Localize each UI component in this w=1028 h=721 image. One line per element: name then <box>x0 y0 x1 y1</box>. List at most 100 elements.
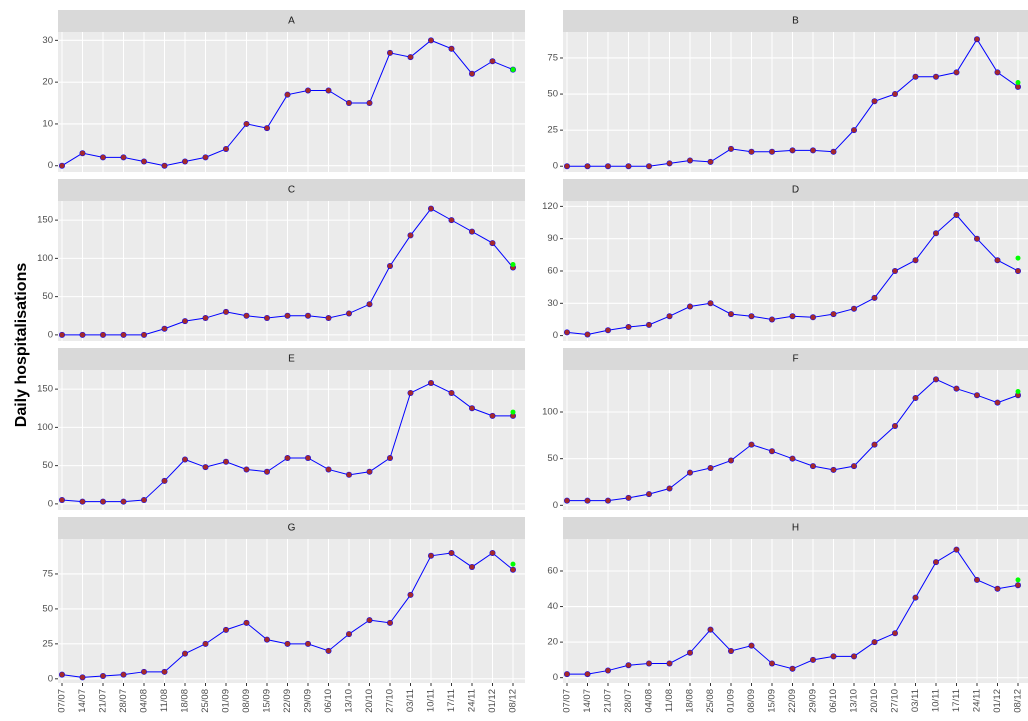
point <box>872 98 877 104</box>
point <box>605 668 611 674</box>
x-tick-label: 01/12 <box>992 689 1003 713</box>
x-tick-label: 03/11 <box>910 689 921 712</box>
y-tick-label: 0 <box>48 498 53 509</box>
point <box>687 304 693 310</box>
panel-background <box>58 539 525 683</box>
x-tick-label: 04/08 <box>644 689 655 713</box>
y-tick-label: 0 <box>553 500 558 511</box>
point <box>264 469 270 475</box>
point <box>428 37 434 43</box>
point <box>954 69 959 75</box>
point <box>162 163 167 169</box>
x-tick-label: 17/11 <box>446 689 457 712</box>
x-tick-label: 10/11 <box>426 689 437 712</box>
y-tick-label: 90 <box>547 233 558 244</box>
point <box>346 472 352 478</box>
point <box>121 332 126 338</box>
point <box>469 71 475 77</box>
point <box>708 300 713 306</box>
point <box>490 58 495 64</box>
point <box>851 463 857 469</box>
point <box>203 464 208 470</box>
point <box>408 390 413 396</box>
point <box>769 448 775 454</box>
point <box>564 329 570 335</box>
point <box>80 674 85 680</box>
point <box>872 639 877 645</box>
point <box>387 263 393 269</box>
x-tick-label: 06/10 <box>828 689 839 713</box>
point <box>1015 577 1021 583</box>
y-tick-label: 50 <box>42 291 53 302</box>
x-tick-label: 13/10 <box>849 689 860 713</box>
point <box>203 154 208 160</box>
point <box>954 547 959 553</box>
point <box>428 206 434 212</box>
point <box>367 617 372 623</box>
point <box>626 495 631 501</box>
point <box>408 54 413 60</box>
point <box>790 313 795 319</box>
point <box>913 595 918 601</box>
point <box>728 648 734 654</box>
y-tick-label: 50 <box>547 453 558 464</box>
point <box>626 662 631 668</box>
point <box>872 295 877 301</box>
x-tick-label: 07/07 <box>562 689 573 713</box>
point <box>162 478 167 484</box>
point <box>367 301 372 307</box>
point <box>264 125 270 131</box>
x-tick-label: 10/11 <box>931 689 942 712</box>
point <box>141 497 147 503</box>
point <box>510 409 516 415</box>
point <box>449 390 454 396</box>
point <box>326 466 331 472</box>
y-tick-label: 150 <box>37 384 53 395</box>
x-tick-label: 14/07 <box>582 689 593 713</box>
point <box>223 627 229 633</box>
point <box>182 457 188 463</box>
point <box>1015 255 1021 261</box>
point <box>892 423 898 429</box>
point <box>667 486 672 492</box>
y-tick-label: 75 <box>42 568 53 579</box>
strip <box>58 179 525 201</box>
point <box>933 230 939 236</box>
y-tick-label: 0 <box>553 672 558 683</box>
point <box>408 232 413 238</box>
point <box>667 160 672 166</box>
point <box>646 491 652 497</box>
point <box>141 669 147 675</box>
point <box>810 314 816 320</box>
point <box>121 154 126 160</box>
point <box>749 149 754 155</box>
x-tick-label: 15/09 <box>262 689 273 713</box>
strip <box>563 179 1028 201</box>
x-tick-label: 08/12 <box>1013 689 1024 713</box>
point <box>954 386 959 392</box>
point <box>790 147 795 153</box>
point <box>626 163 631 169</box>
point <box>749 442 754 448</box>
point <box>913 395 918 401</box>
point <box>1015 388 1021 394</box>
point <box>605 327 611 333</box>
x-tick-label: 29/09 <box>303 689 314 713</box>
point <box>585 498 590 504</box>
point <box>974 36 980 42</box>
point <box>708 465 713 471</box>
y-tick-label: 100 <box>37 253 53 264</box>
x-tick-label: 28/07 <box>623 689 634 713</box>
point <box>851 653 857 659</box>
point <box>810 463 816 469</box>
point <box>244 466 249 472</box>
point <box>974 392 980 398</box>
point <box>387 620 393 626</box>
point <box>305 88 311 94</box>
point <box>810 657 816 663</box>
y-tick-label: 40 <box>547 601 558 612</box>
point <box>387 50 393 56</box>
point <box>687 470 693 476</box>
y-tick-label: 0 <box>48 329 53 340</box>
